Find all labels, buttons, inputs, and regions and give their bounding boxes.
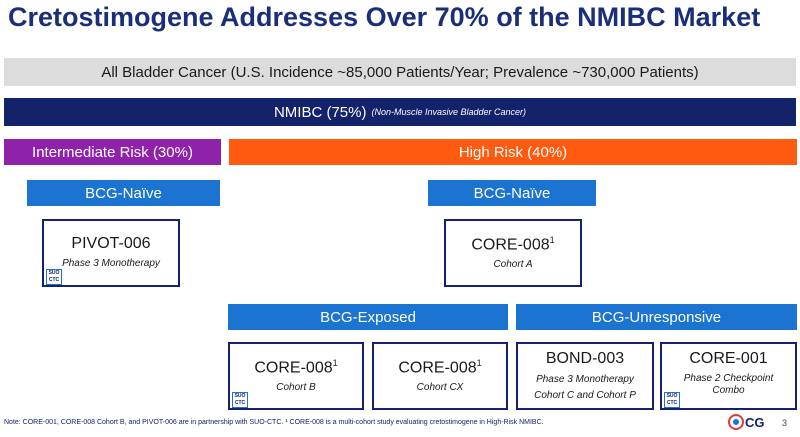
core-008-cx-detail: Cohort CX xyxy=(416,382,464,394)
core-008-cohort-b-box: CORE-0081 Cohort B SUO CTC xyxy=(228,342,364,410)
footnote: Note: CORE-001, CORE-008 Cohort B, and P… xyxy=(4,419,544,426)
company-logo: CG xyxy=(726,412,774,432)
all-bladder-cancer-bar: All Bladder Cancer (U.S. Incidence ~85,0… xyxy=(4,58,796,86)
core-001-detail-2: Combo xyxy=(712,385,745,396)
page-number: 3 xyxy=(782,418,788,428)
bcg-naive-left-header: BCG-Naïve xyxy=(27,180,220,206)
suo-ctc-badge: SUO CTC xyxy=(46,269,62,285)
core-008-cohort-a-box: CORE-0081 Cohort A xyxy=(444,219,582,287)
core-008-a-detail: Cohort A xyxy=(493,259,533,271)
bcg-unresponsive-header: BCG-Unresponsive xyxy=(516,304,797,330)
high-risk-bar: High Risk (40%) xyxy=(229,139,797,165)
svg-text:CG: CG xyxy=(745,415,765,430)
nmibc-label: NMIBC (75%) xyxy=(273,103,367,121)
core-001-box: CORE-001 Phase 2 Checkpoint Combo SUO CTC xyxy=(660,342,797,410)
pivot-006-name: PIVOT-006 xyxy=(71,235,151,252)
bcg-naive-right-header: BCG-Naïve xyxy=(428,180,596,206)
core-008-b-detail: Cohort B xyxy=(276,382,316,394)
bond-003-detail-2: Cohort C and Cohort P xyxy=(534,390,636,401)
core-008-b-name: CORE-0081 xyxy=(254,358,338,377)
bond-003-name: BOND-003 xyxy=(545,350,625,367)
bond-003-detail-1: Phase 3 Monotherapy xyxy=(536,374,634,385)
nmibc-bar: NMIBC (75%) (Non-Muscle Invasive Bladder… xyxy=(4,98,796,126)
suo-ctc-badge: SUO CTC xyxy=(232,392,248,408)
core-001-name: CORE-001 xyxy=(689,350,768,367)
page-title: Cretostimogene Addresses Over 70% of the… xyxy=(8,2,761,32)
core-008-cx-name: CORE-0081 xyxy=(398,358,482,377)
core-008-cohort-cx-box: CORE-0081 Cohort CX xyxy=(372,342,508,410)
core-001-detail-1: Phase 2 Checkpoint xyxy=(683,373,774,384)
pivot-006-detail: Phase 3 Monotherapy xyxy=(62,258,160,269)
bond-003-box: BOND-003 Phase 3 Monotherapy Cohort C an… xyxy=(516,342,654,410)
bcg-exposed-header: BCG-Exposed xyxy=(228,304,508,330)
core-008-a-name: CORE-0081 xyxy=(471,235,555,254)
nmibc-sub-label: (Non-Muscle Invasive Bladder Cancer) xyxy=(371,107,527,117)
suo-ctc-badge: SUO CTC xyxy=(664,392,680,408)
intermediate-risk-bar: Intermediate Risk (30%) xyxy=(4,139,221,165)
pivot-006-box: PIVOT-006 Phase 3 Monotherapy SUO CTC xyxy=(42,219,180,287)
